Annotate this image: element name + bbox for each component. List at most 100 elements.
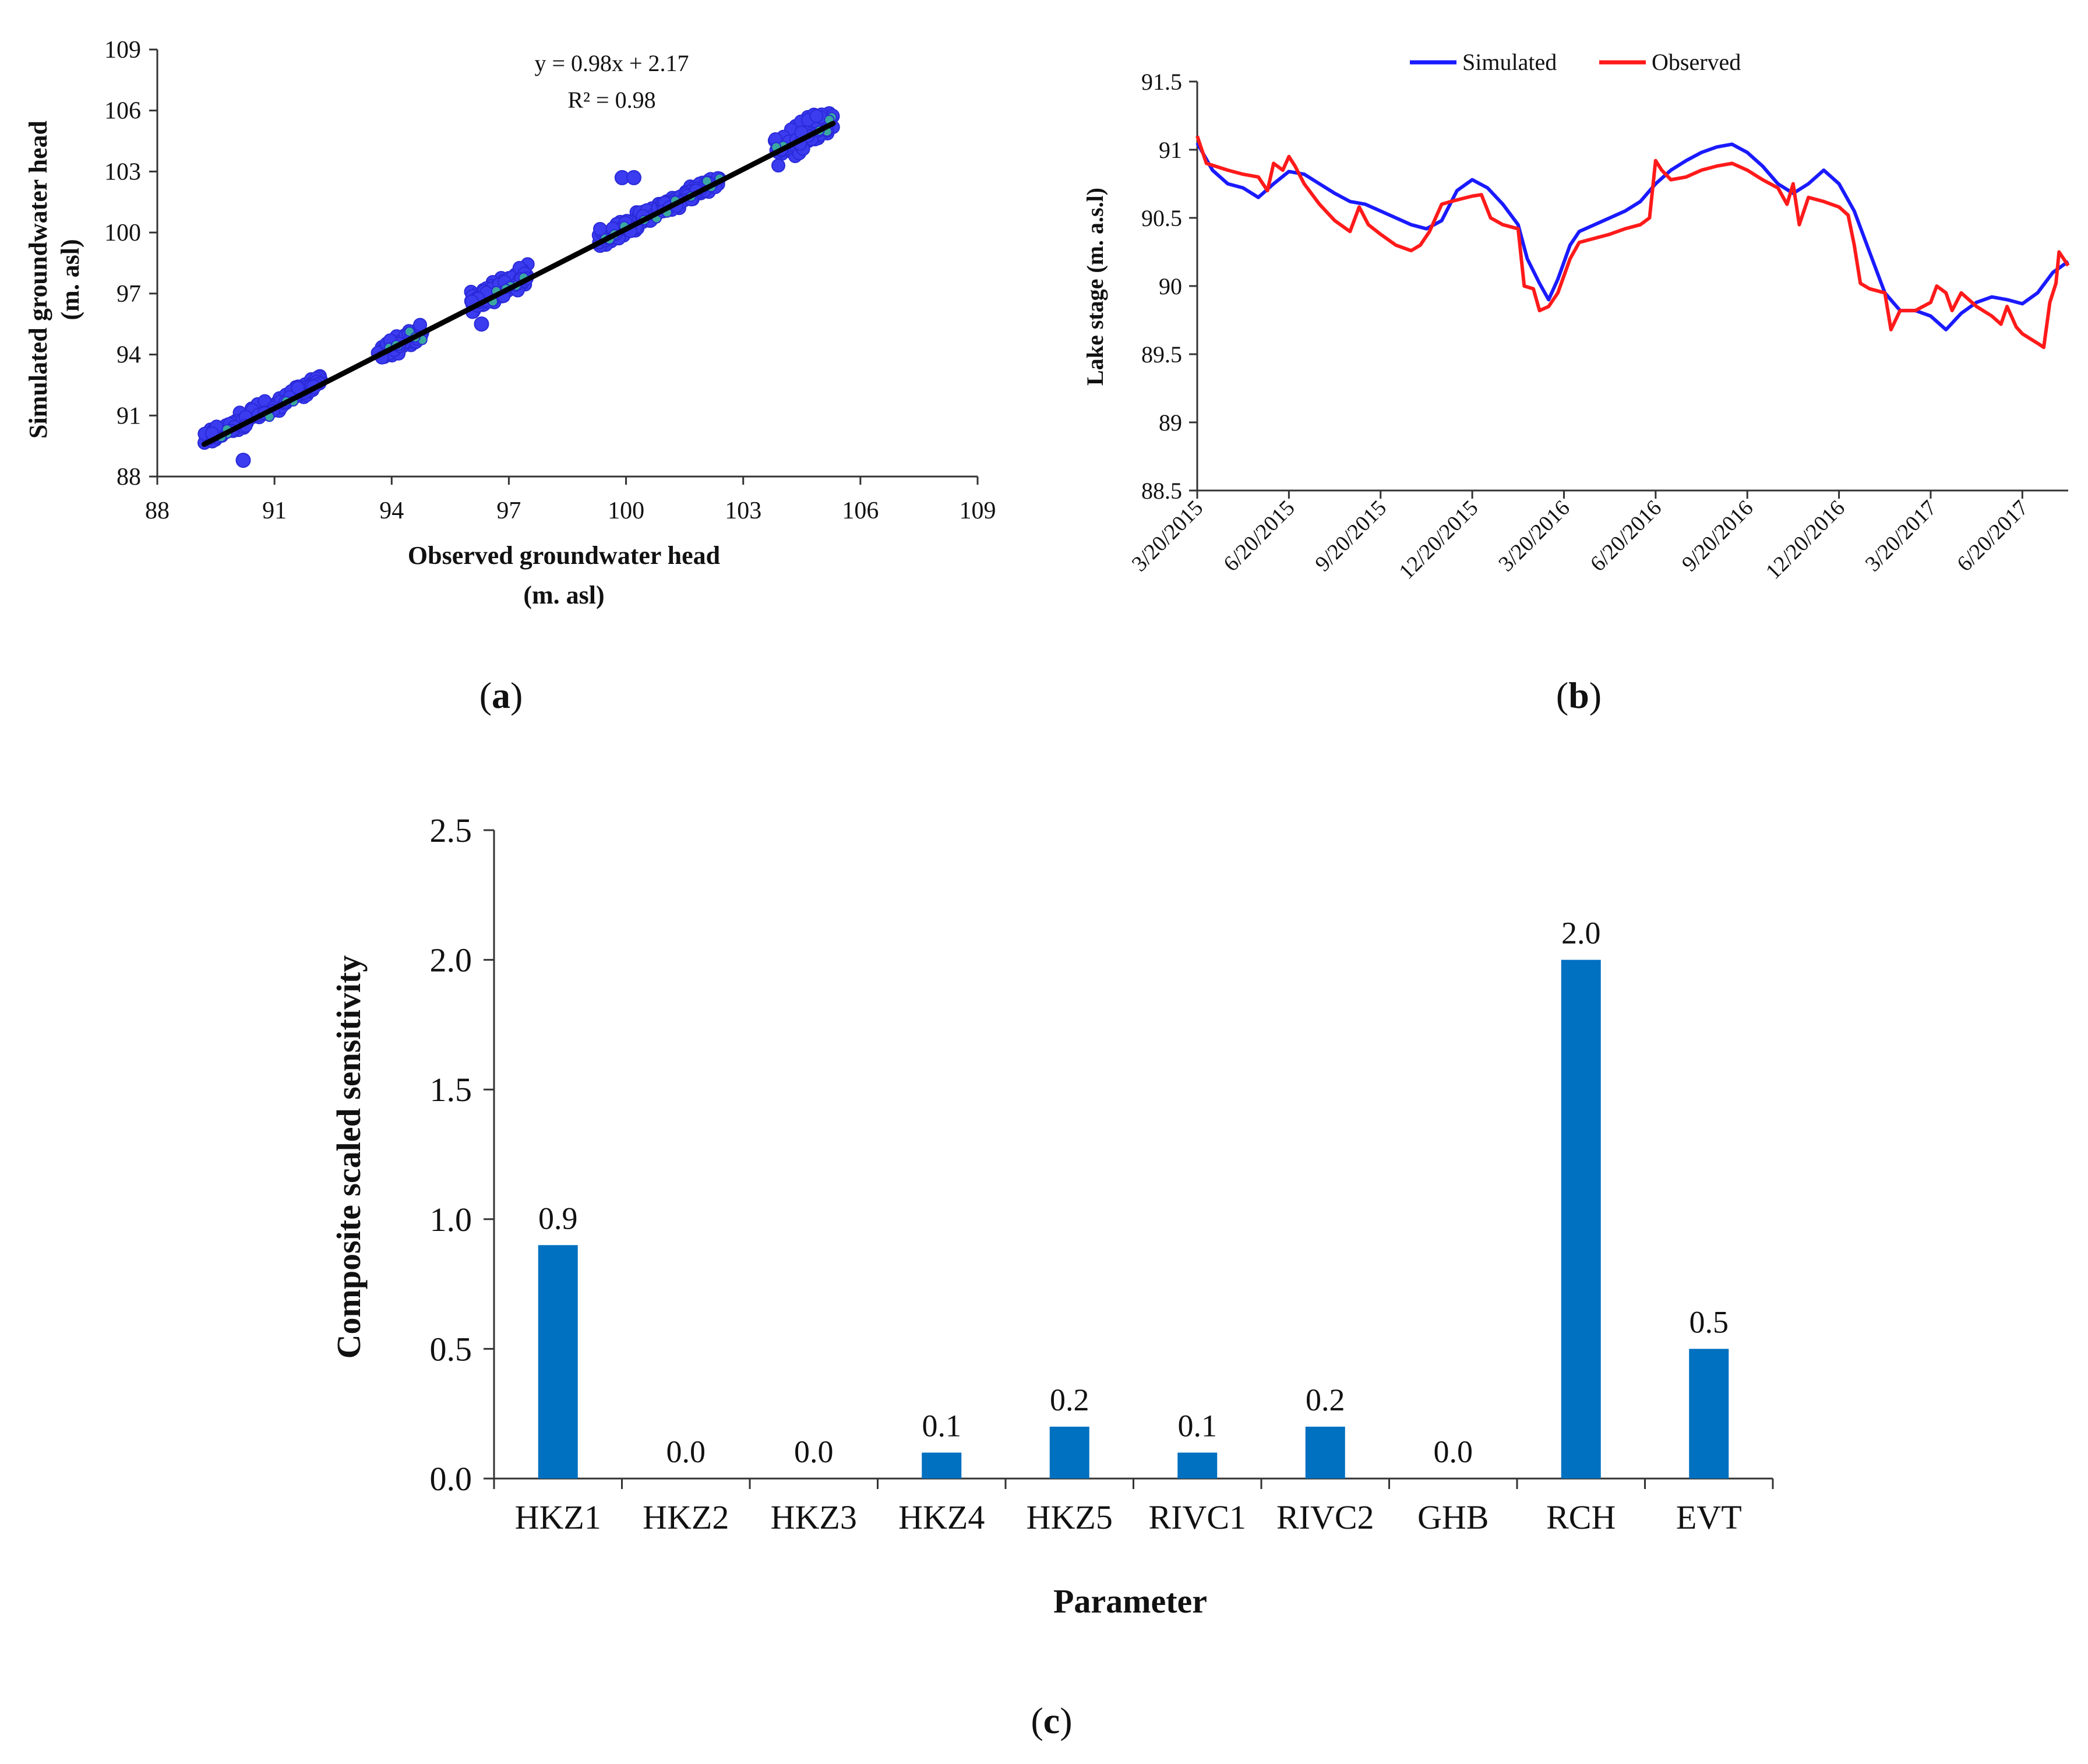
c-x-tick-label: HKZ3: [771, 1498, 857, 1536]
a-data-point: [771, 158, 785, 173]
a-data-point: [626, 170, 641, 185]
b-y-tick-label: 88.5: [1141, 478, 1182, 504]
b-x-tick-label: 12/20/2016: [1761, 496, 1850, 584]
b-y-tick-label: 89: [1159, 410, 1182, 436]
c-y-tick-label: 1.0: [430, 1201, 472, 1239]
b-x-tick-label: 6/20/2015: [1219, 496, 1300, 577]
a-axes: [149, 48, 979, 485]
c-y-tick-label: 1.5: [430, 1071, 472, 1109]
b-y-axis-title: Lake stage (m. a.s.l): [1082, 188, 1108, 386]
b-tick-labels: 88.5 89 89.5 90 90.5 91 91.5 3/20/2015 6/20/2015…: [1127, 69, 2033, 584]
c-x-axis-title: Parameter: [1053, 1582, 1207, 1620]
a-x-axis-title-line1: Observed groundwater head: [408, 541, 720, 570]
a-y-tick-label: 103: [104, 158, 141, 185]
c-x-tick-label: GHB: [1417, 1498, 1489, 1536]
a-equation: y = 0.98x + 2.17: [534, 50, 689, 76]
c-value-label: 0.0: [666, 1434, 706, 1469]
a-y-axis-title-line2: (m. asl): [56, 239, 84, 320]
c-bar-rivc1: [1177, 1452, 1218, 1479]
a-trendline: [201, 121, 836, 447]
b-y-tick-label: 91: [1159, 137, 1182, 163]
c-y-tick-label: 0.5: [430, 1330, 472, 1368]
b-x-tick-label: 9/20/2016: [1677, 496, 1758, 577]
a-x-tick-label: 88: [145, 498, 170, 524]
b-x-tick-label: 6/20/2017: [1952, 496, 2033, 577]
c-value-label: 0.1: [1178, 1408, 1218, 1443]
b-x-tick-label: 3/20/2015: [1127, 496, 1208, 577]
panel-a-caption: (a): [479, 675, 523, 716]
a-x-tick-label: 106: [842, 498, 879, 524]
a-data-point: [809, 109, 824, 124]
c-value-label: 0.5: [1690, 1304, 1729, 1339]
b-y-tick-label: 89.5: [1141, 341, 1182, 368]
c-x-tick-label: HKZ1: [515, 1498, 601, 1536]
c-x-tick-label: RIVC1: [1148, 1498, 1246, 1536]
c-x-tick-label: HKZ4: [898, 1498, 985, 1536]
a-y-tick-label: 109: [104, 37, 141, 63]
c-y-tick-label: 0.0: [430, 1460, 472, 1498]
c-value-label: 0.0: [1434, 1434, 1473, 1469]
a-y-tick-label: 91: [117, 403, 141, 429]
c-bar-hkz4: [922, 1452, 962, 1479]
c-value-label: 0.0: [794, 1434, 834, 1469]
c-bar-evt: [1689, 1349, 1729, 1479]
a-x-tick-label: 97: [496, 498, 521, 524]
a-x-tick-label: 94: [379, 498, 404, 524]
panel-b-caption: (b): [1556, 675, 1602, 716]
c-x-tick-label: HKZ5: [1027, 1498, 1113, 1536]
a-y-tick-label: 106: [104, 98, 141, 125]
c-value-label: 0.2: [1306, 1382, 1345, 1417]
c-bar-rivc2: [1305, 1426, 1345, 1479]
c-y-tick-label: 2.5: [430, 812, 472, 849]
panel-a-scatter-chart: 88 91 94 97 100 103 106 109 88 91 94 97 100 103 106 109…: [24, 37, 996, 609]
c-x-tick-label: EVT: [1676, 1498, 1742, 1536]
a-x-tick-label: 91: [262, 498, 287, 524]
c-bar-rch: [1561, 959, 1601, 1479]
b-legend: Simulated Observed: [1410, 49, 1741, 75]
c-value-label: 2.0: [1561, 916, 1601, 951]
a-y-tick-label: 100: [104, 220, 141, 246]
a-x-tick-label: 103: [725, 498, 761, 524]
panel-b-line-chart: 88.5 89 89.5 90 90.5 91 91.5 3/20/2015 6/20/2015…: [1082, 49, 2070, 584]
c-x-tick-label: HKZ2: [643, 1498, 729, 1536]
panel-c-bar-chart: 0.0 0.5 1.0 1.5 2.0 2.5 HKZ1 HKZ2 HKZ3 HKZ4 HKZ5 RI…: [330, 812, 1774, 1620]
c-y-tick-label: 2.0: [430, 941, 472, 979]
a-tick-labels: 88 91 94 97 100 103 106 109 88 91 94 97 100 103 106 109: [104, 37, 996, 524]
b-y-tick-label: 90: [1159, 273, 1182, 299]
c-bar-hkz1: [538, 1245, 578, 1479]
c-value-label: 0.9: [538, 1201, 578, 1236]
a-r-squared: R² = 0.98: [567, 87, 655, 113]
a-x-axis-title-line2: (m. asl): [523, 581, 604, 609]
a-x-tick-label: 109: [960, 498, 996, 524]
c-y-axis-title: Composite scaled sensitivity: [330, 955, 368, 1359]
panel-c-caption: (c): [1031, 1700, 1072, 1741]
a-scatter-points: [197, 106, 840, 468]
a-data-point: [235, 453, 251, 468]
b-x-tick-label: 3/20/2016: [1494, 496, 1575, 577]
b-line-observed: [1195, 135, 2070, 350]
c-bars: 0.9 0.0 0.0 0.1 0.2 0.1 0.2 0.0 2.0 0.5: [538, 916, 1729, 1479]
c-axes: [484, 829, 1774, 1489]
b-axes: [1189, 80, 2068, 499]
c-tick-labels: 0.0 0.5 1.0 1.5 2.0 2.5 HKZ1 HKZ2 HKZ3 HKZ4 HKZ5 RI…: [430, 812, 1742, 1536]
b-legend-simulated-label: Simulated: [1462, 49, 1557, 75]
c-value-label: 0.2: [1050, 1382, 1089, 1417]
c-x-tick-label: RCH: [1546, 1498, 1616, 1536]
a-y-tick-label: 88: [117, 464, 141, 491]
b-x-tick-label: 12/20/2015: [1394, 496, 1483, 584]
b-x-tick-label: 6/20/2016: [1586, 496, 1667, 577]
b-x-tick-label: 9/20/2015: [1310, 496, 1391, 577]
c-value-label: 0.1: [922, 1408, 962, 1443]
a-y-tick-label: 94: [117, 342, 141, 369]
a-data-point: [474, 316, 489, 332]
b-line-simulated: [1195, 142, 2069, 331]
b-y-tick-label: 90.5: [1141, 205, 1182, 231]
b-x-tick-label: 3/20/2017: [1861, 496, 1942, 577]
b-legend-observed-label: Observed: [1652, 49, 1741, 75]
a-x-tick-label: 100: [608, 498, 644, 524]
a-y-axis-title-line1: Simulated groundwater head: [24, 121, 52, 439]
b-y-tick-label: 91.5: [1141, 69, 1182, 95]
c-bar-hkz5: [1049, 1426, 1089, 1479]
c-x-tick-label: RIVC2: [1276, 1498, 1374, 1536]
